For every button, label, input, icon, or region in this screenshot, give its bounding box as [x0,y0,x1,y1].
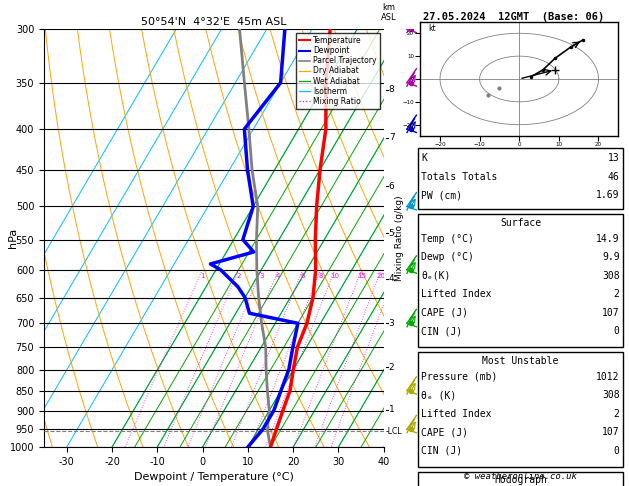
Text: 2: 2 [237,273,241,279]
Text: 9.9: 9.9 [602,252,620,262]
Text: 20: 20 [377,273,386,279]
Text: 6: 6 [301,273,305,279]
Title: 50°54'N  4°32'E  45m ASL: 50°54'N 4°32'E 45m ASL [141,17,287,27]
Text: CAPE (J): CAPE (J) [421,308,469,318]
Text: 25: 25 [392,273,401,279]
Text: 7: 7 [389,133,394,142]
Text: 5: 5 [389,229,394,238]
Text: 27.05.2024  12GMT  (Base: 06): 27.05.2024 12GMT (Base: 06) [423,12,604,22]
Text: CIN (J): CIN (J) [421,446,462,456]
Text: Dewp (°C): Dewp (°C) [421,252,474,262]
Text: 8: 8 [318,273,323,279]
Text: km
ASL: km ASL [381,3,396,22]
Text: 13: 13 [608,153,620,163]
Text: 107: 107 [602,308,620,318]
Text: 3: 3 [389,319,394,328]
Text: Temp (°C): Temp (°C) [421,234,474,244]
X-axis label: Dewpoint / Temperature (°C): Dewpoint / Temperature (°C) [134,472,294,483]
Text: 14.9: 14.9 [596,234,620,244]
Text: 3: 3 [259,273,264,279]
Text: 2: 2 [614,289,620,299]
Text: © weatheronline.co.uk: © weatheronline.co.uk [464,472,577,481]
Text: θₑ(K): θₑ(K) [421,271,451,281]
Text: K: K [421,153,427,163]
Text: θₑ (K): θₑ (K) [421,390,457,400]
Text: Hodograph: Hodograph [494,475,547,486]
Text: 107: 107 [602,427,620,437]
Text: 1: 1 [389,405,394,414]
Text: Surface: Surface [500,218,541,228]
Text: 10: 10 [330,273,339,279]
Text: CIN (J): CIN (J) [421,326,462,336]
Text: Totals Totals: Totals Totals [421,172,498,182]
Text: 308: 308 [602,390,620,400]
Text: Pressure (mb): Pressure (mb) [421,372,498,382]
Text: 1.69: 1.69 [596,190,620,200]
Text: PW (cm): PW (cm) [421,190,462,200]
Text: 8: 8 [389,85,394,94]
Text: hPa: hPa [8,228,18,248]
Text: 1012: 1012 [596,372,620,382]
Text: 0: 0 [614,326,620,336]
Text: 2: 2 [614,409,620,419]
Text: Mixing Ratio (g/kg): Mixing Ratio (g/kg) [395,195,404,281]
Text: 308: 308 [602,271,620,281]
Text: CAPE (J): CAPE (J) [421,427,469,437]
Text: 1: 1 [200,273,204,279]
Text: Lifted Index: Lifted Index [421,289,492,299]
Text: 15: 15 [357,273,366,279]
Text: 46: 46 [608,172,620,182]
Text: 6: 6 [389,182,394,191]
Text: Most Unstable: Most Unstable [482,356,559,366]
Text: kt: kt [428,24,436,33]
Text: 4: 4 [276,273,281,279]
Text: 0: 0 [614,446,620,456]
Text: 4: 4 [389,275,394,283]
Text: -LCL: -LCL [386,427,402,435]
Legend: Temperature, Dewpoint, Parcel Trajectory, Dry Adiabat, Wet Adiabat, Isotherm, Mi: Temperature, Dewpoint, Parcel Trajectory… [296,33,380,109]
Text: Lifted Index: Lifted Index [421,409,492,419]
Text: 2: 2 [389,363,394,372]
